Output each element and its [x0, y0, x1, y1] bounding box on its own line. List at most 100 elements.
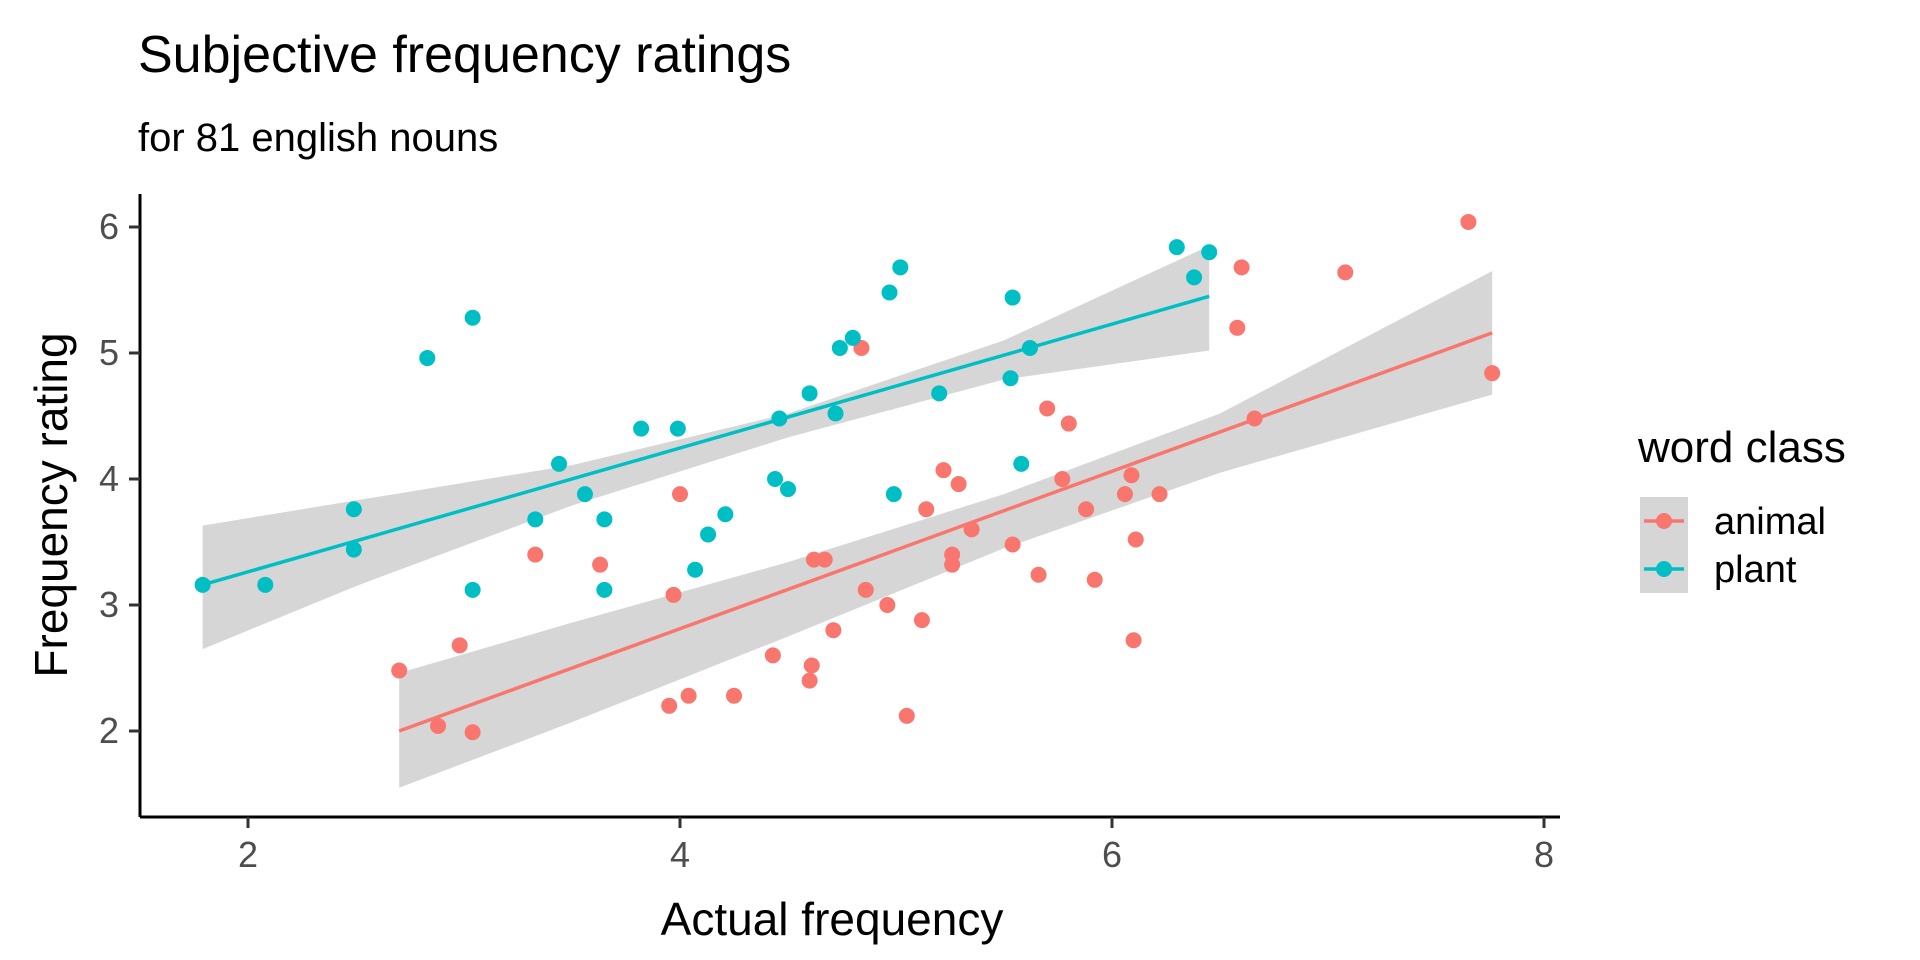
- data-point-plant: [700, 526, 717, 543]
- data-point-animal: [801, 672, 818, 689]
- data-point-plant: [827, 405, 844, 422]
- data-point-animal: [1125, 632, 1142, 649]
- data-point-plant: [831, 339, 848, 356]
- data-point-animal: [1229, 319, 1246, 336]
- legend-label-animal: animal: [1714, 501, 1826, 543]
- axes: 2 4 6 8 2 3 4 5 6: [99, 194, 1560, 875]
- data-point-plant: [717, 506, 734, 523]
- data-point-plant: [767, 471, 784, 487]
- y-tick-label: 4: [99, 458, 119, 499]
- data-point-plant: [419, 350, 436, 367]
- y-tick-label: 6: [99, 206, 119, 247]
- data-point-plant: [596, 581, 613, 598]
- chart-subtitle: for 81 english nouns: [138, 116, 498, 160]
- data-point-animal: [918, 501, 935, 518]
- data-point-plant: [633, 420, 650, 437]
- data-point-animal: [672, 486, 688, 503]
- data-point-animal: [857, 581, 874, 598]
- data-point-animal: [944, 546, 961, 563]
- data-point-plant: [1013, 455, 1030, 472]
- data-point-animal: [764, 647, 781, 664]
- data-point-animal: [1460, 213, 1477, 230]
- fit-line-plant: [202, 294, 1210, 587]
- data-point-plant: [464, 309, 481, 326]
- data-points: [194, 213, 1501, 741]
- ci-ribbon-animal: [399, 271, 1493, 788]
- data-point-animal: [726, 687, 742, 704]
- data-point-plant: [844, 329, 861, 346]
- data-point-animal: [1086, 571, 1103, 588]
- data-point-plant: [464, 581, 481, 598]
- data-point-animal: [1337, 264, 1354, 281]
- data-point-animal: [1484, 365, 1501, 382]
- data-point-animal: [680, 687, 697, 704]
- data-point-animal: [430, 717, 447, 734]
- data-point-plant: [892, 259, 909, 276]
- data-point-plant: [881, 284, 898, 301]
- data-point-plant: [801, 385, 818, 402]
- data-point-animal: [1151, 486, 1168, 503]
- data-point-plant: [551, 455, 568, 472]
- legend-key-point-animal: [1656, 513, 1672, 529]
- fit-lines: [202, 294, 1493, 733]
- chart-title: Subjective frequency ratings: [138, 26, 791, 84]
- data-point-animal: [816, 551, 833, 568]
- y-tick-label: 2: [99, 710, 119, 751]
- data-point-animal: [451, 637, 468, 654]
- data-point-animal: [879, 597, 896, 613]
- y-tick-label: 5: [99, 332, 119, 373]
- x-axis-title: Actual frequency: [661, 893, 1004, 945]
- data-point-animal: [592, 556, 609, 573]
- data-point-animal: [1078, 501, 1095, 518]
- data-point-animal: [464, 724, 481, 741]
- data-point-animal: [1030, 566, 1047, 583]
- legend-label-plant: plant: [1714, 549, 1797, 591]
- data-point-animal: [1116, 486, 1133, 503]
- data-point-plant: [687, 561, 704, 578]
- data-point-animal: [1004, 536, 1021, 553]
- data-point-plant: [931, 385, 948, 402]
- data-point-plant: [885, 486, 902, 503]
- data-point-animal: [391, 662, 408, 679]
- confidence-ribbons: [202, 245, 1493, 788]
- x-tick-label: 4: [670, 834, 690, 875]
- data-point-plant: [576, 486, 593, 503]
- data-point-plant: [345, 501, 362, 518]
- data-point-plant: [257, 576, 274, 593]
- data-point-animal: [1060, 415, 1077, 432]
- data-point-animal: [661, 697, 678, 714]
- data-point-animal: [1039, 400, 1056, 417]
- data-point-animal: [803, 657, 820, 674]
- x-tick-label: 6: [1102, 834, 1122, 875]
- data-point-animal: [935, 462, 952, 479]
- data-point-plant: [527, 511, 544, 528]
- data-point-plant: [669, 420, 686, 437]
- data-point-plant: [1004, 289, 1021, 306]
- data-point-animal: [665, 586, 682, 603]
- data-point-plant: [1002, 370, 1019, 387]
- data-point-animal: [898, 707, 915, 724]
- x-tick-label: 8: [1534, 834, 1554, 875]
- data-point-animal: [825, 622, 842, 639]
- data-point-animal: [1127, 531, 1144, 548]
- data-point-animal: [913, 612, 930, 629]
- data-point-plant: [1201, 244, 1218, 261]
- data-point-animal: [1054, 471, 1071, 487]
- data-point-plant: [1186, 269, 1203, 286]
- data-point-animal: [950, 476, 967, 493]
- data-point-plant: [596, 511, 613, 528]
- ci-ribbon-plant: [202, 245, 1210, 650]
- y-axis-title: Frequency rating: [25, 332, 77, 677]
- legend-key-point-plant: [1656, 561, 1672, 577]
- fit-line-animal: [398, 331, 1493, 733]
- data-point-plant: [345, 541, 362, 558]
- legend: word class animal plant: [1637, 423, 1846, 593]
- data-point-animal: [1233, 259, 1250, 276]
- data-point-animal: [527, 546, 544, 563]
- data-point-plant: [780, 481, 796, 498]
- data-point-animal: [1123, 467, 1140, 484]
- y-tick-label: 3: [99, 584, 119, 625]
- data-point-plant: [1168, 239, 1185, 256]
- x-tick-label: 2: [238, 834, 258, 875]
